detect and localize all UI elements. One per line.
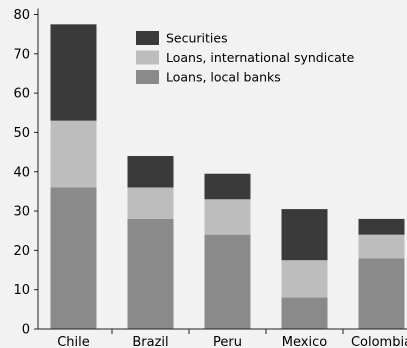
- legend-swatch-securities: [136, 31, 159, 45]
- x-label-brazil: Brazil: [132, 335, 168, 348]
- bar-chile-securities: [50, 24, 97, 121]
- x-label-mexico: Mexico: [282, 335, 327, 348]
- x-label-chile: Chile: [57, 335, 90, 348]
- bars: [50, 24, 405, 329]
- bar-colombia-loans-local-banks: [358, 258, 405, 329]
- y-tick-label-40: 40: [13, 165, 30, 180]
- y-tick-label-50: 50: [13, 126, 30, 141]
- legend-label-securities: Securities: [166, 31, 228, 46]
- bar-chile-loans-international-syndicate: [50, 120, 97, 188]
- y-tick-label-0: 0: [22, 323, 30, 338]
- bar-mexico-loans-local-banks: [281, 297, 328, 329]
- bar-peru-loans-local-banks: [204, 234, 251, 329]
- bar-chile-loans-local-banks: [50, 187, 97, 329]
- x-label-colombia: Colombia: [351, 335, 407, 348]
- legend-swatch-loans-local-banks: [136, 70, 159, 84]
- bar-brazil-loans-international-syndicate: [127, 187, 174, 219]
- bar-colombia-securities: [358, 218, 405, 235]
- y-tick-label-80: 80: [13, 8, 30, 23]
- bar-brazil-securities: [127, 156, 174, 188]
- x-axis: Chile Brazil Peru Mexico Colombia: [38, 328, 407, 348]
- bar-mexico-securities: [281, 209, 328, 261]
- legend: Securities Loans, international syndicate…: [136, 31, 355, 85]
- legend-swatch-loans-international-syndicate: [136, 50, 159, 65]
- legend-label-loans-local-banks: Loans, local banks: [166, 70, 281, 85]
- y-axis: 0 10 20 30 40 50 60 70 80: [13, 8, 39, 338]
- bar-peru-loans-international-syndicate: [204, 199, 251, 235]
- y-tick-label-10: 10: [13, 283, 30, 298]
- bar-brazil-loans-local-banks: [127, 218, 174, 329]
- bar-mexico-loans-international-syndicate: [281, 260, 328, 298]
- bar-colombia-loans-international-syndicate: [358, 234, 405, 259]
- y-tick-label-70: 70: [13, 47, 30, 62]
- bar-peru-securities: [204, 173, 251, 200]
- y-tick-label-60: 60: [13, 87, 30, 102]
- legend-label-loans-international-syndicate: Loans, international syndicate: [166, 50, 355, 65]
- y-tick-label-20: 20: [13, 244, 30, 259]
- y-tick-label-30: 30: [13, 205, 30, 220]
- x-label-peru: Peru: [213, 335, 242, 348]
